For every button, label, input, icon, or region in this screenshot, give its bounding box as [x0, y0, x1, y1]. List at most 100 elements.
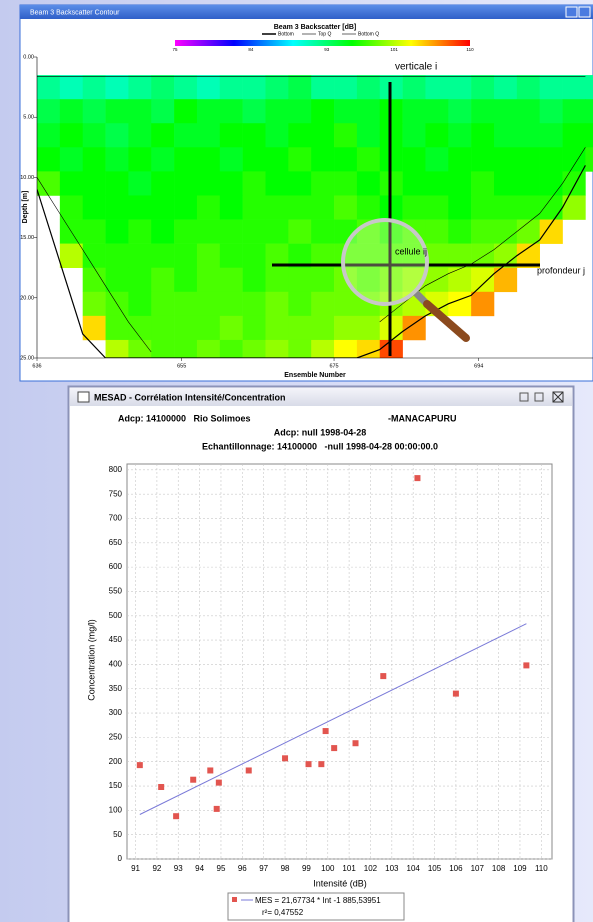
x-tick-label: 655 — [177, 363, 186, 369]
y-tick-label: 5.00 — [23, 115, 34, 121]
heatmap-cell — [403, 195, 426, 219]
x-axis-label: Intensité (dB) — [313, 878, 367, 888]
annotation: profondeur j — [537, 265, 585, 275]
y-tick-label: 10.00 — [20, 175, 34, 181]
y-tick-label: 15.00 — [20, 235, 34, 241]
heatmap-cell — [494, 171, 517, 195]
heatmap-cell — [220, 220, 243, 244]
heatmap-cell — [243, 171, 266, 195]
legend-label: Top Q — [318, 31, 331, 37]
heatmap-cell — [448, 268, 471, 292]
heatmap-cell — [448, 99, 471, 123]
header-text: -MANACAPURU — [388, 413, 457, 423]
heatmap-cell — [265, 292, 288, 316]
heatmap-cell — [357, 75, 380, 99]
heatmap-cell — [106, 99, 129, 123]
heatmap-cell — [311, 171, 334, 195]
heatmap-cell — [288, 75, 311, 99]
y-tick-label: 450 — [109, 635, 123, 644]
heatmap-cell — [471, 171, 494, 195]
maximize-button[interactable] — [579, 7, 590, 17]
heatmap-cell — [471, 220, 494, 244]
heatmap-cell — [334, 195, 357, 219]
heatmap-cell — [517, 147, 540, 171]
heatmap-cell — [448, 171, 471, 195]
heatmap-cell — [334, 171, 357, 195]
heatmap-cell — [220, 195, 243, 219]
heatmap-cell — [106, 316, 129, 340]
scatter-point — [137, 762, 143, 768]
heatmap-cell — [517, 123, 540, 147]
x-tick-label: 106 — [449, 864, 463, 873]
heatmap-cell — [60, 75, 83, 99]
heatmap-cell — [585, 147, 593, 171]
colorbar — [175, 40, 470, 46]
heatmap-cell — [151, 171, 174, 195]
heatmap-cell — [448, 292, 471, 316]
heatmap-cell — [288, 123, 311, 147]
heatmap-cell — [106, 220, 129, 244]
y-tick-label: 200 — [109, 757, 123, 766]
minimize-button[interactable] — [566, 7, 577, 17]
heatmap-cell — [311, 195, 334, 219]
x-tick-label: 109 — [513, 864, 527, 873]
heatmap-cell — [83, 123, 106, 147]
heatmap-cell — [311, 292, 334, 316]
scatter-point — [453, 691, 459, 697]
y-tick-label: 25.00 — [20, 355, 34, 361]
heatmap-cell — [311, 75, 334, 99]
y-tick-label: 350 — [109, 684, 123, 693]
window-icon — [78, 392, 89, 402]
heatmap-cell — [174, 171, 197, 195]
heatmap-cell — [448, 147, 471, 171]
heatmap-cell — [311, 220, 334, 244]
y-tick-label: 150 — [109, 781, 123, 790]
heatmap-cell — [151, 316, 174, 340]
scatter-point — [414, 475, 420, 481]
heatmap-cell — [60, 123, 83, 147]
x-tick-label: 98 — [281, 864, 290, 873]
y-tick-label: 750 — [109, 489, 123, 498]
heatmap-cell — [106, 171, 129, 195]
heatmap-cell — [494, 147, 517, 171]
heatmap-cell — [60, 171, 83, 195]
heatmap-cell — [403, 316, 426, 340]
heatmap-cell — [197, 316, 220, 340]
heatmap-cell — [540, 195, 563, 219]
heatmap-cell — [517, 75, 540, 99]
window-title: MESAD - Corrélation Intensité/Concentrat… — [94, 392, 286, 402]
heatmap-cell — [563, 75, 586, 99]
heatmap-cell — [197, 123, 220, 147]
heatmap-cell — [243, 123, 266, 147]
x-tick-label: 694 — [474, 363, 483, 369]
heatmap-cell — [288, 171, 311, 195]
heatmap-cell — [151, 99, 174, 123]
heatmap-cell — [83, 268, 106, 292]
heatmap-cell — [243, 292, 266, 316]
heatmap-cell — [37, 147, 60, 171]
heatmap-cell — [265, 171, 288, 195]
x-tick-label: 105 — [428, 864, 442, 873]
heatmap-cell — [288, 147, 311, 171]
heatmap-cell — [220, 292, 243, 316]
y-tick-label: 500 — [109, 611, 123, 620]
heatmap-cell — [288, 99, 311, 123]
heatmap-cell — [220, 268, 243, 292]
scatter-point — [216, 780, 222, 786]
x-tick-label: 101 — [342, 864, 356, 873]
heatmap-cell — [448, 195, 471, 219]
header-text: Adcp: 14100000 Rio Solimoes — [118, 413, 251, 423]
heatmap-cell — [243, 244, 266, 268]
y-tick-label: 800 — [109, 465, 123, 474]
heatmap-cell — [563, 99, 586, 123]
heatmap-cell — [425, 171, 448, 195]
heatmap-cell — [243, 75, 266, 99]
heatmap-cell — [403, 99, 426, 123]
x-tick-label: 110 — [535, 864, 548, 873]
heatmap-cell — [311, 99, 334, 123]
heatmap-cell — [174, 244, 197, 268]
y-tick-label: 50 — [113, 830, 122, 839]
heatmap-cell — [128, 268, 151, 292]
heatmap-cell — [448, 220, 471, 244]
heatmap-cell — [197, 292, 220, 316]
